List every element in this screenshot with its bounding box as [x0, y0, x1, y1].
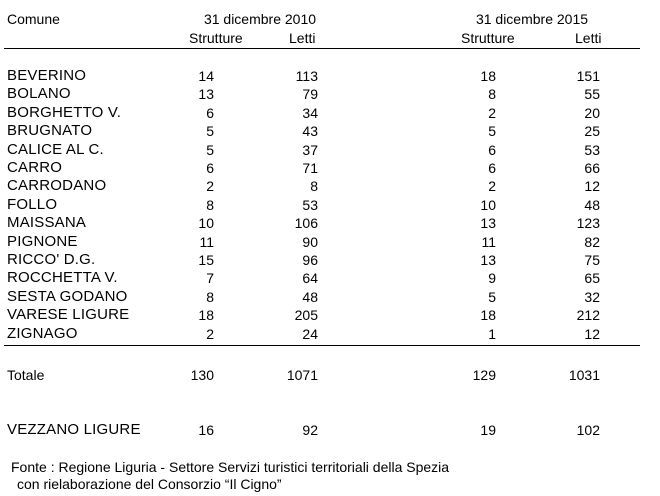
- strutture-2010: 11: [199, 233, 214, 250]
- letti-2010: 113: [295, 68, 318, 84]
- letti-2015: 75: [584, 252, 600, 268]
- comune-name: ZIGNAGO: [7, 324, 78, 342]
- comune-name: CARRODANO: [7, 177, 107, 195]
- letti-2015: 25: [584, 123, 600, 140]
- comune-name: RICCO' D.G.: [7, 251, 96, 268]
- strutture-2015: 18: [480, 68, 496, 84]
- strutture-2015: 8: [488, 86, 496, 103]
- letti-2010: 64: [302, 270, 318, 287]
- vezzano-label: VEZZANO LIGURE: [7, 421, 141, 438]
- strutture-2010: 18: [198, 307, 214, 324]
- letti-2015: 55: [584, 86, 600, 103]
- strutture-2015: 6: [488, 141, 496, 158]
- strutture-2015: 11: [481, 233, 496, 250]
- strutture-2015: 10: [480, 196, 496, 213]
- total-label: Totale: [7, 367, 45, 383]
- strutture-2015: 13: [480, 215, 496, 232]
- comune-name: VARESE LIGURE: [7, 306, 130, 324]
- header-strutture-2010: Strutture: [189, 30, 243, 46]
- header-letti-2015: Letti: [575, 30, 602, 46]
- letti-2015: 82: [584, 233, 600, 250]
- vezzano-letti-2015: 102: [576, 422, 600, 438]
- header-letti-2010: Letti: [289, 30, 316, 46]
- strutture-2010: 6: [206, 104, 214, 121]
- source-note: Fonte : Regione Liguria - Settore Serviz…: [11, 459, 450, 475]
- letti-2010: 53: [302, 196, 318, 213]
- source-note-continued: con rielaborazione del Consorzio “Il Cig…: [17, 476, 282, 492]
- letti-2015: 12: [584, 325, 600, 342]
- strutture-2010: 8: [206, 288, 214, 305]
- letti-2015: 48: [584, 196, 600, 213]
- strutture-2010: 8: [206, 196, 214, 213]
- strutture-2010: 14: [198, 68, 214, 84]
- letti-2015: 65: [584, 270, 600, 287]
- letti-2015: 12: [584, 178, 600, 195]
- letti-2015: 151: [576, 68, 600, 84]
- letti-2010: 8: [310, 178, 318, 195]
- header-comune: Comune: [7, 11, 60, 27]
- letti-2010: 205: [294, 307, 318, 324]
- comune-name: BRUGNATO: [7, 122, 93, 140]
- letti-2010: 106: [294, 215, 318, 232]
- letti-2015: 66: [584, 160, 600, 176]
- letti-2015: 212: [576, 307, 600, 324]
- comune-name: SESTA GODANO: [7, 287, 128, 305]
- comune-name: PIGNONE: [7, 232, 78, 250]
- comune-name: ROCCHETTA V.: [7, 269, 118, 287]
- strutture-2010: 6: [206, 160, 214, 176]
- strutture-2015: 6: [488, 160, 496, 176]
- strutture-2010: 15: [198, 252, 214, 268]
- comune-name: BORGHETTO V.: [7, 103, 122, 121]
- strutture-2015: 9: [488, 270, 496, 287]
- strutture-2010: 5: [206, 141, 214, 158]
- letti-2010: 96: [302, 252, 318, 268]
- strutture-2010: 2: [206, 325, 214, 342]
- strutture-2015: 1: [488, 325, 496, 342]
- letti-2010: 37: [302, 141, 318, 158]
- header-period-2010: 31 dicembre 2010: [203, 11, 317, 27]
- letti-2015: 20: [584, 104, 600, 121]
- vezzano-strutture-2010: 16: [198, 422, 214, 438]
- total-rule: [4, 345, 640, 346]
- strutture-2010: 7: [206, 270, 214, 287]
- total-strutture-2015: 129: [472, 367, 496, 383]
- letti-2010: 79: [302, 86, 318, 103]
- total-strutture-2010: 130: [190, 367, 214, 383]
- strutture-2010: 10: [198, 215, 214, 232]
- comune-name: BOLANO: [7, 85, 71, 103]
- strutture-2010: 5: [206, 123, 214, 140]
- strutture-2015: 5: [488, 288, 496, 305]
- comune-name: CALICE AL C.: [7, 140, 104, 158]
- letti-2010: 24: [302, 325, 318, 342]
- letti-2010: 48: [302, 288, 318, 305]
- letti-2010: 71: [302, 160, 318, 176]
- header-rule: [4, 48, 640, 49]
- total-letti-2015: 1031: [568, 367, 600, 383]
- strutture-2015: 2: [488, 104, 496, 121]
- comune-name: MAISSANA: [7, 214, 87, 232]
- header-period-2015: 31 dicembre 2015: [475, 11, 589, 27]
- vezzano-letti-2010: 92: [302, 422, 318, 438]
- strutture-2010: 2: [206, 178, 214, 195]
- letti-2010: 43: [302, 123, 318, 140]
- header-strutture-2015: Strutture: [461, 30, 515, 46]
- letti-2015: 32: [584, 288, 600, 305]
- comune-name: CARRO: [7, 159, 63, 176]
- strutture-2015: 2: [488, 178, 496, 195]
- letti-2015: 123: [576, 215, 600, 232]
- letti-2010: 90: [302, 233, 318, 250]
- comune-name: BEVERINO: [7, 67, 87, 84]
- strutture-2015: 18: [480, 307, 496, 324]
- letti-2010: 34: [302, 104, 318, 121]
- total-letti-2010: 1071: [286, 367, 318, 383]
- strutture-2015: 5: [488, 123, 496, 140]
- comune-name: FOLLO: [7, 195, 58, 213]
- strutture-2010: 13: [198, 86, 214, 103]
- vezzano-strutture-2015: 19: [480, 422, 496, 438]
- strutture-2015: 13: [480, 252, 496, 268]
- letti-2015: 53: [584, 141, 600, 158]
